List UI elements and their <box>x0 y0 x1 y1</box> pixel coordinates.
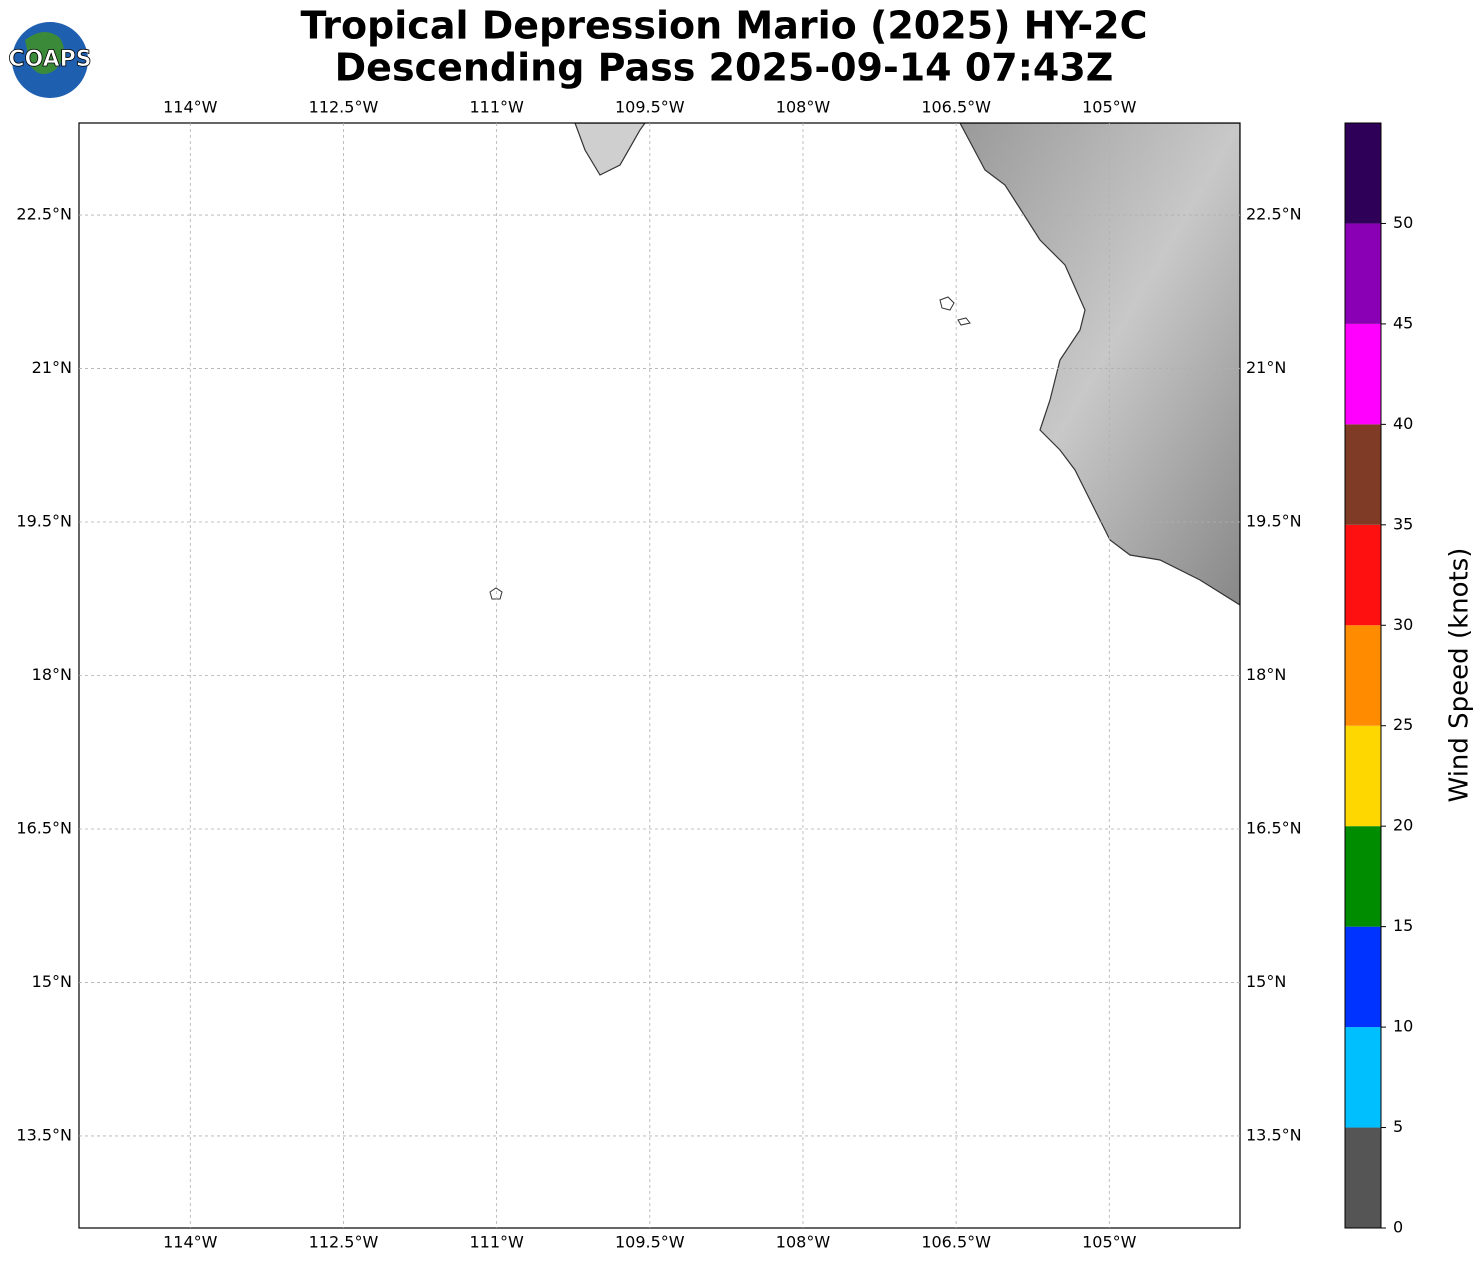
x-tick-label: 114°W <box>163 98 218 117</box>
colorbar-tick-label: 30 <box>1393 615 1413 634</box>
title-line: Tropical Depression Mario (2025) HY-2C <box>300 4 1147 48</box>
colorbar-segment <box>1345 223 1381 324</box>
x-tick-label: 111°W <box>469 98 524 117</box>
x-tick-label: 106.5°W <box>921 98 991 117</box>
colorbar-segment <box>1345 1127 1381 1228</box>
colorbar-segment <box>1345 625 1381 726</box>
x-tick-label: 112.5°W <box>309 98 379 117</box>
x-tick-label: 112.5°W <box>309 1233 379 1252</box>
y-tick-label: 22.5°N <box>1246 205 1302 224</box>
y-tick-label: 19.5°N <box>1246 512 1302 531</box>
colorbar-segment <box>1345 826 1381 927</box>
colorbar-tick-label: 0 <box>1393 1218 1403 1237</box>
x-tick-label: 109.5°W <box>615 98 685 117</box>
y-tick-label: 16.5°N <box>1246 818 1302 837</box>
colorbar-tick-label: 25 <box>1393 715 1413 734</box>
colorbar-segment <box>1345 1027 1381 1128</box>
y-tick-label: 13.5°N <box>1246 1125 1302 1144</box>
logo: COAPS <box>8 22 92 98</box>
x-tick-label: 108°W <box>776 98 831 117</box>
logo-land <box>25 31 64 74</box>
y-tick-label: 21°N <box>1246 358 1286 377</box>
island <box>939 296 955 311</box>
colorbar-tick-label: 20 <box>1393 816 1413 835</box>
colorbar-tick-label: 50 <box>1393 213 1413 232</box>
colorbar-segment <box>1345 524 1381 626</box>
colorbar-segment <box>1345 926 1381 1028</box>
x-tick-label: 114°W <box>163 1233 218 1252</box>
x-tick-label: 105°W <box>1082 98 1137 117</box>
colorbar-tick-label: 40 <box>1393 414 1413 433</box>
colorbar-segment <box>1345 123 1381 224</box>
colorbar-tick-label: 15 <box>1393 916 1413 935</box>
mainland <box>959 123 1240 606</box>
colorbar-tick-label: 5 <box>1393 1117 1403 1136</box>
island <box>957 317 971 326</box>
basemap <box>489 123 1240 606</box>
logo-text: COAPS <box>8 47 91 72</box>
y-tick-label: 15°N <box>32 972 72 991</box>
x-tick-label: 111°W <box>469 1233 524 1252</box>
x-tick-label: 109.5°W <box>615 1233 685 1252</box>
y-tick-label: 21°N <box>32 358 72 377</box>
x-tick-label: 108°W <box>776 1233 831 1252</box>
x-tick-label: 105°W <box>1082 1233 1137 1252</box>
colorbar-segment <box>1345 725 1381 827</box>
colorbar-segment <box>1345 323 1381 425</box>
colorbar-tick-label: 35 <box>1393 514 1413 533</box>
y-tick-label: 18°N <box>1246 665 1286 684</box>
y-tick-label: 19.5°N <box>16 512 72 531</box>
colorbar-segment <box>1345 424 1381 525</box>
y-tick-label: 16.5°N <box>16 818 72 837</box>
y-tick-label: 18°N <box>32 665 72 684</box>
y-tick-label: 15°N <box>1246 972 1286 991</box>
y-tick-label: 22.5°N <box>16 205 72 224</box>
island <box>489 587 503 600</box>
x-tick-label: 106.5°W <box>921 1233 991 1252</box>
colorbar-tick-label: 45 <box>1393 313 1413 332</box>
y-tick-label: 13.5°N <box>16 1125 72 1144</box>
baja-tip <box>574 123 646 176</box>
colorbar-frame <box>1344 122 1382 1229</box>
colorbar-tick-label: 10 <box>1393 1017 1413 1036</box>
colorbar-label: Wind Speed (knots) <box>1445 548 1475 803</box>
title-line: Descending Pass 2025-09-14 07:43Z <box>335 46 1114 90</box>
